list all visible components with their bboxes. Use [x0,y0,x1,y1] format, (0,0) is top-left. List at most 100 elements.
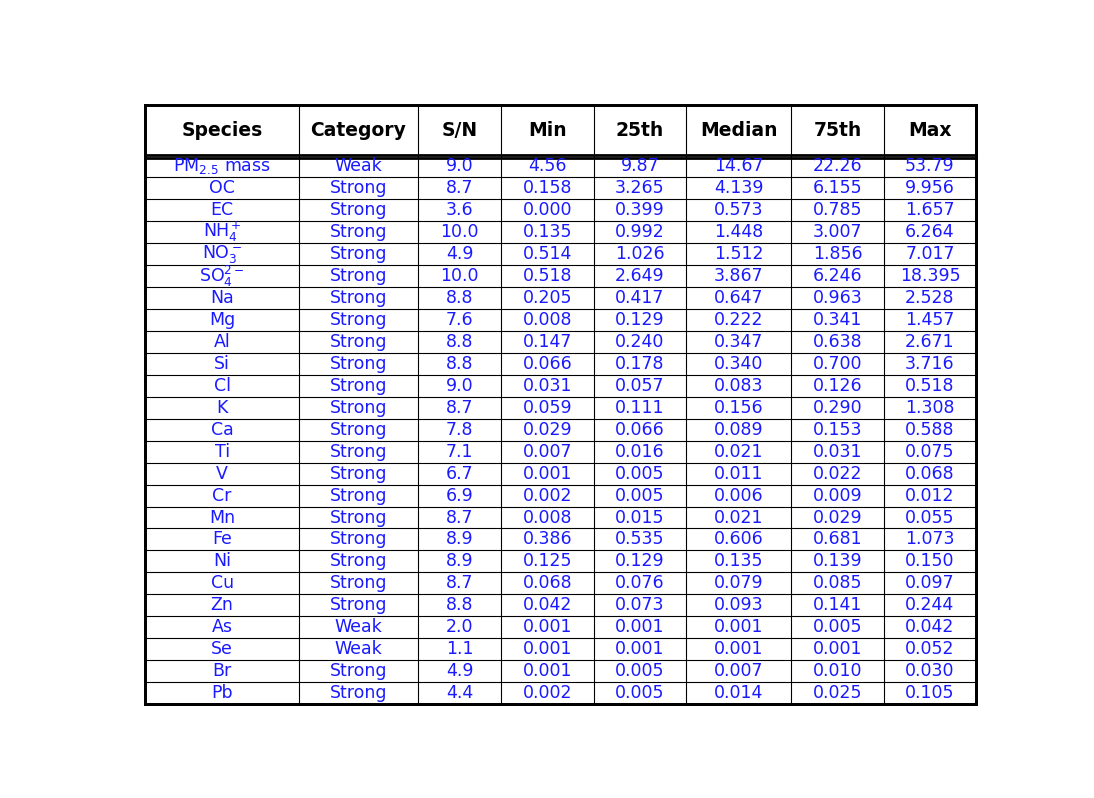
Text: 10.0: 10.0 [440,223,479,241]
Text: 0.518: 0.518 [905,377,955,395]
Text: SO$_4^{2-}$: SO$_4^{2-}$ [199,263,245,289]
Text: K: K [217,399,228,417]
Text: Strong: Strong [329,355,387,373]
Text: Strong: Strong [329,487,387,504]
Text: Strong: Strong [329,223,387,241]
Text: 1.512: 1.512 [714,245,764,263]
Text: Ti: Ti [214,443,230,460]
Text: 0.105: 0.105 [905,684,955,702]
Text: 8.8: 8.8 [446,333,474,351]
Text: S/N: S/N [442,120,478,140]
Text: 0.042: 0.042 [523,596,572,614]
Text: 0.001: 0.001 [615,640,664,658]
Text: 0.055: 0.055 [905,508,955,527]
Text: 0.141: 0.141 [813,596,862,614]
Text: 0.386: 0.386 [523,531,572,548]
Text: Strong: Strong [329,201,387,219]
Text: 0.031: 0.031 [813,443,862,460]
Text: 0.001: 0.001 [714,640,764,658]
Text: 0.029: 0.029 [523,421,572,439]
Text: 0.518: 0.518 [523,267,572,285]
Text: 9.0: 9.0 [445,157,474,176]
Text: 0.066: 0.066 [523,355,572,373]
Text: Strong: Strong [329,684,387,702]
Text: 0.005: 0.005 [813,618,862,636]
Text: 0.068: 0.068 [905,464,955,483]
Text: 8.7: 8.7 [446,180,474,197]
Text: 0.001: 0.001 [714,618,764,636]
Text: 0.001: 0.001 [813,640,862,658]
Text: Strong: Strong [329,311,387,329]
Text: 0.573: 0.573 [714,201,764,219]
Text: Na: Na [210,289,234,307]
Text: 0.178: 0.178 [615,355,664,373]
Text: Strong: Strong [329,443,387,460]
Text: Al: Al [213,333,231,351]
Text: 6.246: 6.246 [813,267,862,285]
Text: Strong: Strong [329,399,387,417]
Text: 0.147: 0.147 [523,333,572,351]
Text: Max: Max [908,120,952,140]
Text: Strong: Strong [329,267,387,285]
Text: Species: Species [182,120,263,140]
Text: 6.7: 6.7 [445,464,474,483]
Text: Strong: Strong [329,421,387,439]
Text: 0.129: 0.129 [615,311,665,329]
Text: Pb: Pb [211,684,233,702]
Text: 0.588: 0.588 [905,421,955,439]
Text: Ni: Ni [213,552,231,571]
Text: 0.647: 0.647 [714,289,764,307]
Text: 0.963: 0.963 [813,289,862,307]
Text: 1.026: 1.026 [615,245,665,263]
Text: 0.129: 0.129 [615,552,665,571]
Text: 0.125: 0.125 [523,552,572,571]
Text: Weak: Weak [335,618,382,636]
Text: 0.007: 0.007 [714,662,764,680]
Text: Mn: Mn [209,508,235,527]
Text: 0.021: 0.021 [714,508,764,527]
Text: 0.093: 0.093 [714,596,764,614]
Text: 8.9: 8.9 [445,552,474,571]
Text: 8.7: 8.7 [446,399,474,417]
Text: 0.205: 0.205 [523,289,572,307]
Text: Zn: Zn [211,596,234,614]
Text: 1.308: 1.308 [905,399,955,417]
Text: 22.26: 22.26 [813,157,862,176]
Text: 0.030: 0.030 [905,662,955,680]
Text: Strong: Strong [329,552,387,571]
Text: Strong: Strong [329,508,387,527]
Text: 0.006: 0.006 [714,487,764,504]
Text: 0.083: 0.083 [714,377,764,395]
Text: Cu: Cu [211,575,234,592]
Text: 3.716: 3.716 [905,355,955,373]
Text: 0.015: 0.015 [615,508,664,527]
Text: 0.075: 0.075 [905,443,955,460]
Text: 7.6: 7.6 [445,311,474,329]
Text: 0.111: 0.111 [615,399,664,417]
Text: Mg: Mg [209,311,235,329]
Text: 0.005: 0.005 [615,662,664,680]
Text: 0.021: 0.021 [714,443,764,460]
Text: 1.448: 1.448 [714,223,764,241]
Text: Strong: Strong [329,662,387,680]
Text: 2.649: 2.649 [615,267,665,285]
Text: 0.240: 0.240 [615,333,664,351]
Text: 14.67: 14.67 [714,157,764,176]
Text: 4.9: 4.9 [446,245,474,263]
Text: 0.073: 0.073 [615,596,664,614]
Text: 0.417: 0.417 [615,289,664,307]
Text: 1.073: 1.073 [905,531,955,548]
Text: 8.8: 8.8 [446,596,474,614]
Text: 10.0: 10.0 [440,267,479,285]
Text: PM$_{2.5}$ mass: PM$_{2.5}$ mass [173,156,271,176]
Text: 0.153: 0.153 [813,421,862,439]
Text: 0.016: 0.016 [615,443,665,460]
Text: 0.008: 0.008 [523,311,572,329]
Text: 0.059: 0.059 [523,399,572,417]
Text: Strong: Strong [329,596,387,614]
Text: 0.042: 0.042 [905,618,955,636]
Text: 0.139: 0.139 [813,552,862,571]
Text: 6.155: 6.155 [813,180,862,197]
Text: Br: Br [212,662,232,680]
Text: 75th: 75th [814,120,862,140]
